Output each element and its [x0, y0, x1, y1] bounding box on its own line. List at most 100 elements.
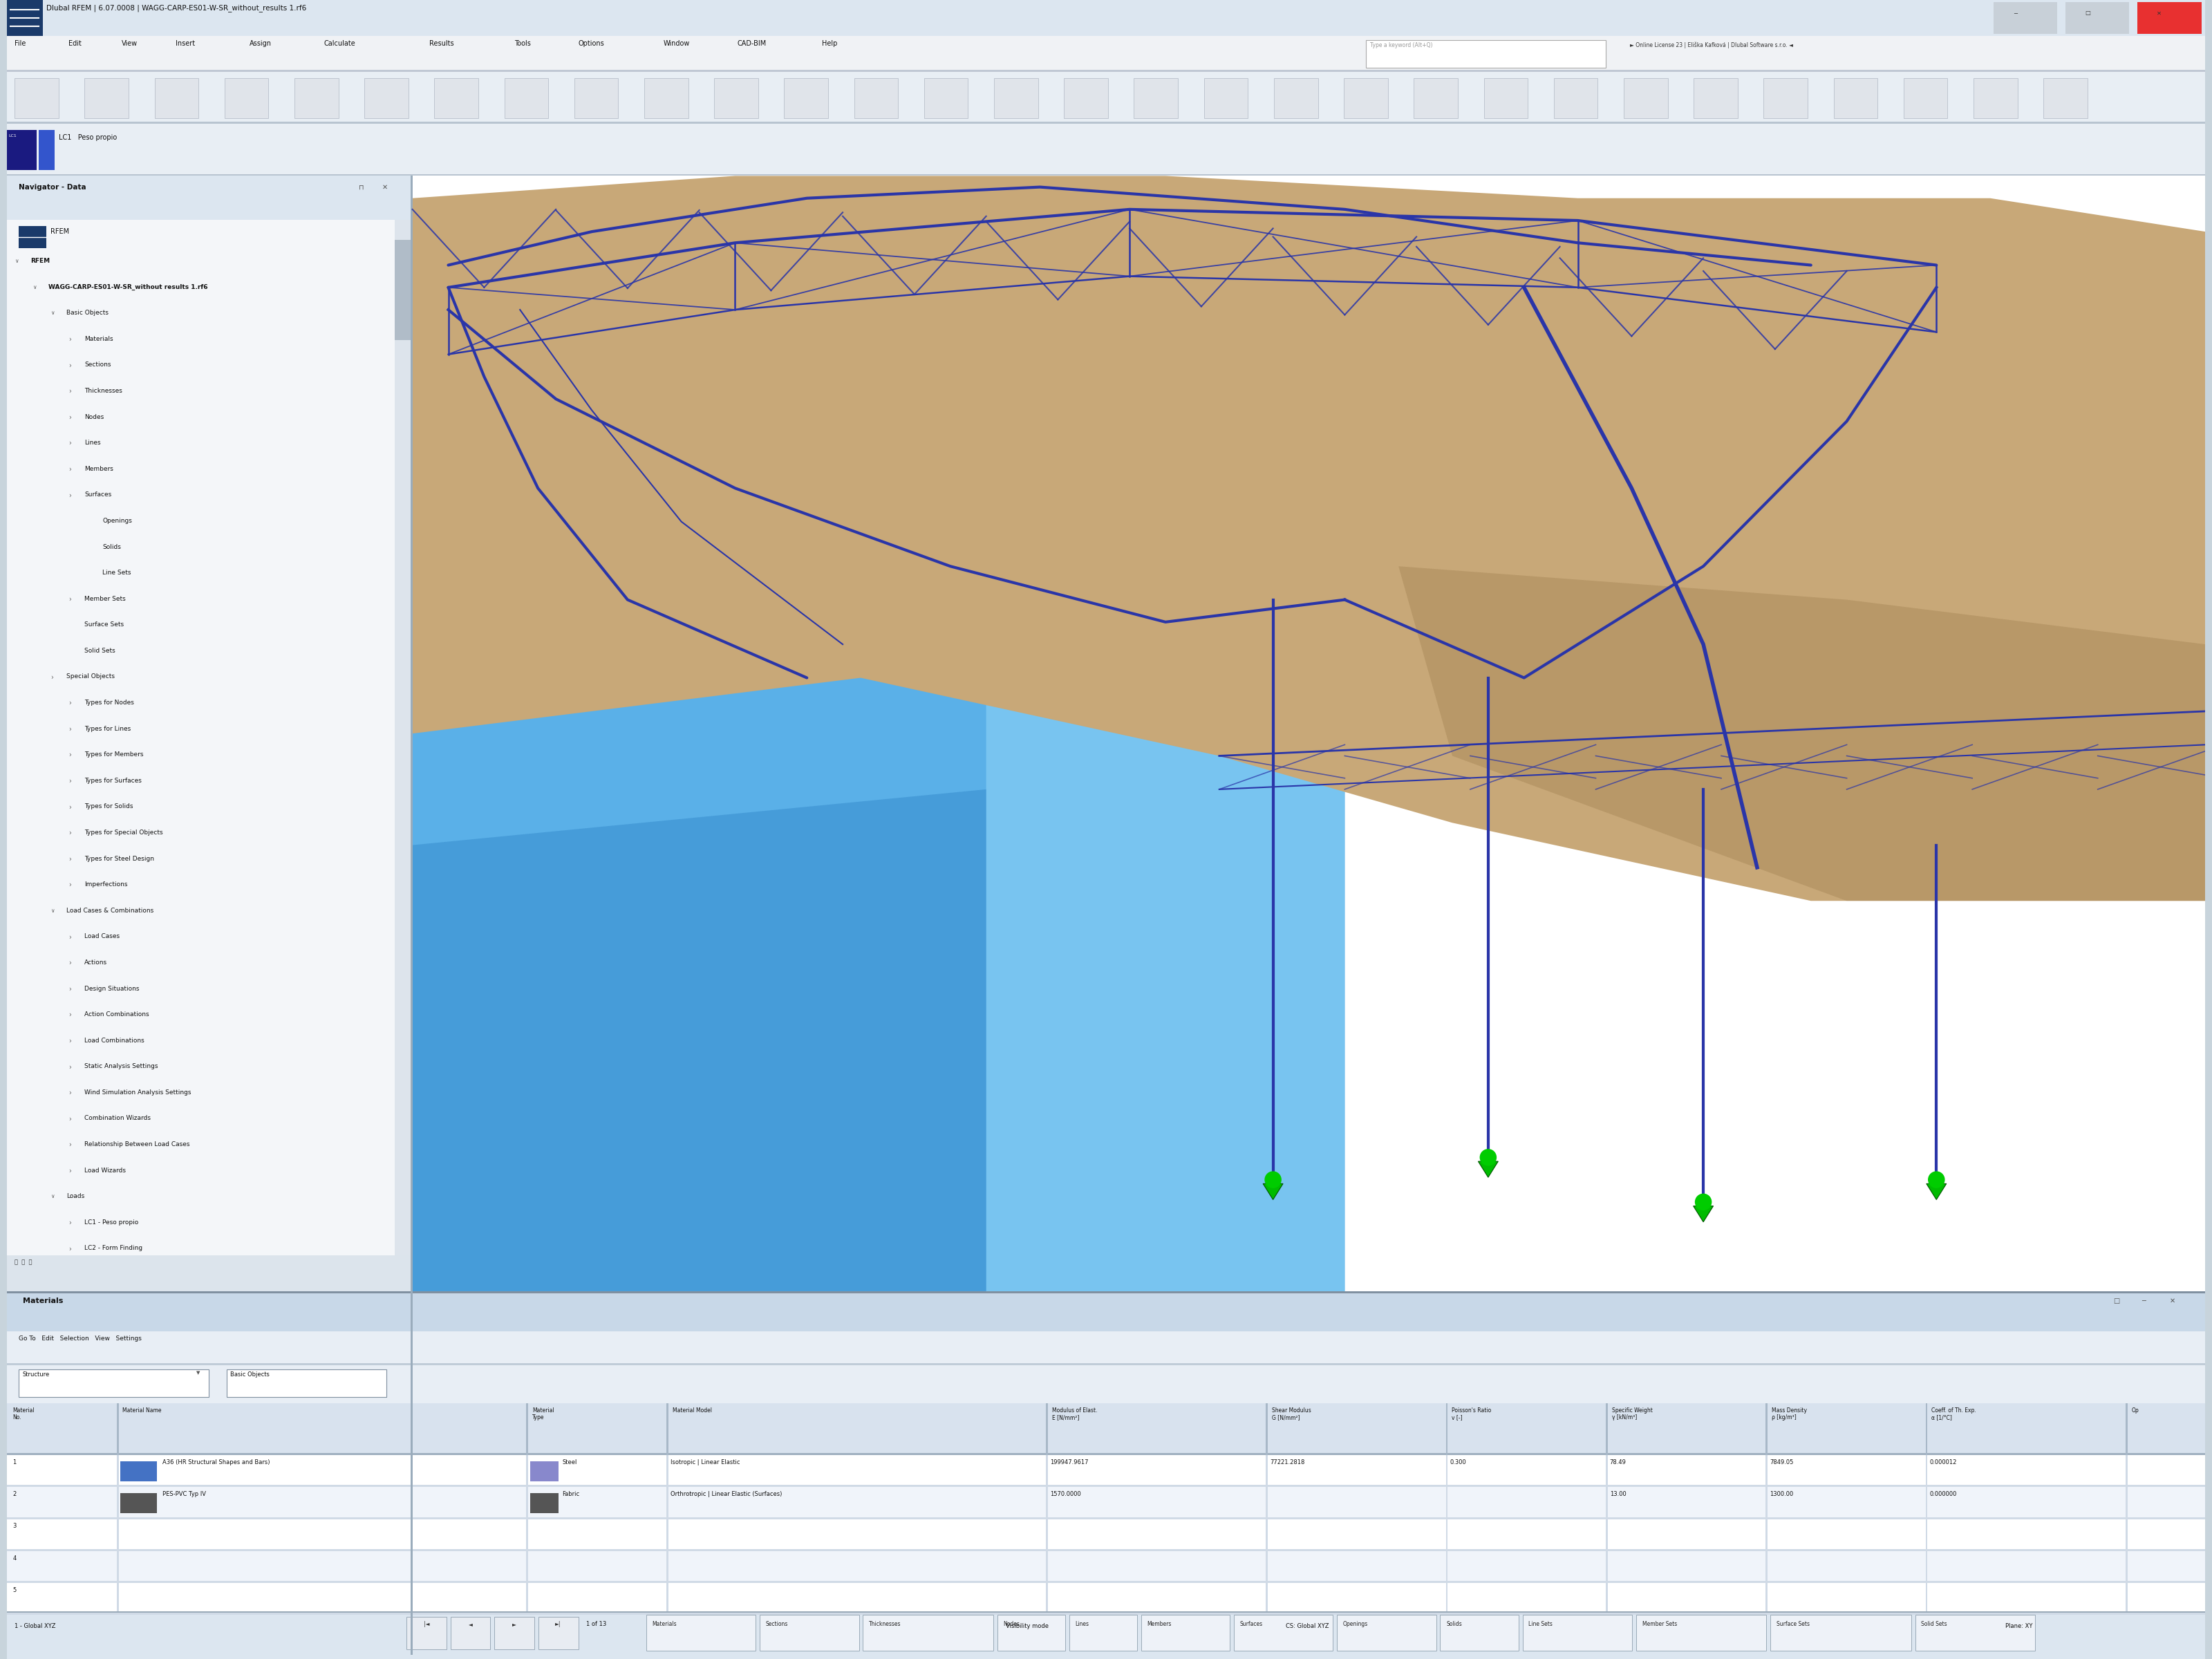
Text: ✕: ✕: [2170, 1297, 2174, 1304]
Circle shape: [1265, 1171, 1281, 1188]
Text: Fabric: Fabric: [562, 1491, 580, 1498]
Bar: [7, 0, 2205, 36]
Polygon shape: [1694, 1206, 1714, 1223]
Text: Special Objects: Special Objects: [66, 674, 115, 680]
Text: ›: ›: [69, 466, 71, 473]
Text: Structure: Structure: [22, 1372, 51, 1377]
Bar: [7, 1453, 2205, 1455]
Bar: [7, 36, 2205, 71]
Polygon shape: [411, 176, 2205, 901]
Bar: [531, 1462, 557, 1481]
Text: ✕: ✕: [383, 184, 387, 191]
Bar: [7, 1583, 2205, 1614]
Text: ─: ─: [2141, 1297, 2146, 1304]
Text: |◄: |◄: [422, 1621, 429, 1627]
Bar: [1834, 78, 1878, 118]
Text: Materials: Materials: [22, 1297, 62, 1304]
Bar: [1973, 78, 2017, 118]
Text: Basic Objects: Basic Objects: [66, 310, 108, 315]
Text: Types for Steel Design: Types for Steel Design: [84, 856, 155, 861]
Text: Modulus of Elast.
E [N/mm²]: Modulus of Elast. E [N/mm²]: [1053, 1407, 1097, 1420]
Bar: [1553, 78, 1597, 118]
Text: Edit: Edit: [69, 40, 82, 46]
Bar: [925, 78, 969, 118]
Text: ⊓: ⊓: [358, 184, 363, 191]
Text: 78.49: 78.49: [1610, 1460, 1626, 1465]
Text: ›: ›: [69, 413, 71, 421]
Bar: [531, 1493, 557, 1513]
Text: ›: ›: [69, 1012, 71, 1019]
Bar: [7, 1611, 2205, 1659]
Text: 0.300: 0.300: [1449, 1460, 1467, 1465]
Text: Nodes: Nodes: [1004, 1621, 1020, 1627]
Text: Relationship Between Load Cases: Relationship Between Load Cases: [84, 1141, 190, 1148]
Bar: [7, 129, 38, 169]
Text: Lines: Lines: [84, 440, 102, 446]
Text: ►: ►: [513, 1621, 515, 1627]
Bar: [644, 78, 688, 118]
Text: Material
No.: Material No.: [13, 1407, 35, 1420]
Text: PES-PVC Typ IV: PES-PVC Typ IV: [161, 1491, 206, 1498]
Text: Surface Sets: Surface Sets: [84, 622, 124, 627]
Text: 1 - Global XYZ: 1 - Global XYZ: [15, 1623, 55, 1629]
Bar: [1336, 1614, 1436, 1651]
Text: WAGG-CARP-ES01-W-SR_without results 1.rf6: WAGG-CARP-ES01-W-SR_without results 1.rf…: [49, 284, 208, 290]
Text: ›: ›: [69, 778, 71, 785]
Bar: [7, 1455, 2205, 1486]
Text: Surfaces: Surfaces: [1241, 1621, 1263, 1627]
Bar: [1993, 2, 2057, 33]
Polygon shape: [411, 511, 1345, 1291]
Bar: [7, 174, 2205, 176]
Bar: [7, 1550, 2205, 1551]
Bar: [1484, 78, 1528, 118]
Text: Combination Wizards: Combination Wizards: [84, 1115, 150, 1121]
Text: ∨: ∨: [33, 284, 38, 290]
Bar: [7, 1485, 2205, 1486]
Text: Sections: Sections: [765, 1621, 787, 1627]
Bar: [7, 124, 2205, 176]
Text: 5: 5: [13, 1588, 15, 1593]
Text: RFEM: RFEM: [31, 257, 51, 264]
Bar: [226, 78, 268, 118]
Text: LC2 - Form Finding: LC2 - Form Finding: [84, 1246, 144, 1251]
Text: ›: ›: [69, 596, 71, 602]
Text: Surfaces: Surfaces: [84, 491, 113, 498]
Text: Material Model: Material Model: [672, 1407, 712, 1413]
Text: Member Sets: Member Sets: [1641, 1621, 1677, 1627]
Text: Thicknesses: Thicknesses: [869, 1621, 900, 1627]
Bar: [1637, 1614, 1767, 1651]
Bar: [863, 1614, 993, 1651]
Text: Nodes: Nodes: [84, 413, 104, 420]
Bar: [7, 176, 411, 1256]
Bar: [2137, 2, 2201, 33]
Text: Member Sets: Member Sets: [84, 596, 126, 602]
Text: ›: ›: [69, 752, 71, 758]
Text: Types for Surfaces: Types for Surfaces: [84, 778, 142, 783]
Bar: [411, 176, 2205, 1291]
Text: Results: Results: [429, 40, 453, 46]
Circle shape: [1694, 1194, 1712, 1209]
Text: Basic Objects: Basic Objects: [230, 1372, 270, 1377]
Text: Action Combinations: Action Combinations: [84, 1012, 150, 1017]
Text: Actions: Actions: [84, 959, 108, 966]
Text: Loads: Loads: [66, 1193, 84, 1199]
Bar: [2044, 78, 2088, 118]
Text: Imperfections: Imperfections: [84, 881, 128, 888]
Text: Insert: Insert: [175, 40, 195, 46]
Text: LC1: LC1: [9, 134, 18, 138]
Text: Load Cases: Load Cases: [84, 934, 119, 939]
Text: ›: ›: [69, 1090, 71, 1097]
Text: Openings: Openings: [102, 518, 133, 524]
Bar: [1440, 1614, 1520, 1651]
Text: Type a keyword (Alt+Q): Type a keyword (Alt+Q): [1369, 41, 1433, 48]
Text: ›: ›: [69, 1219, 71, 1226]
Bar: [1365, 40, 1606, 68]
Polygon shape: [411, 790, 987, 1291]
Text: Surface Sets: Surface Sets: [1776, 1621, 1809, 1627]
Text: ›: ›: [69, 830, 71, 836]
Text: ›: ›: [69, 725, 71, 733]
Bar: [1135, 78, 1179, 118]
Text: Materials: Materials: [653, 1621, 677, 1627]
Text: 1: 1: [13, 1460, 15, 1465]
Text: Mass Density
ρ [kg/m³]: Mass Density ρ [kg/m³]: [1772, 1407, 1807, 1420]
